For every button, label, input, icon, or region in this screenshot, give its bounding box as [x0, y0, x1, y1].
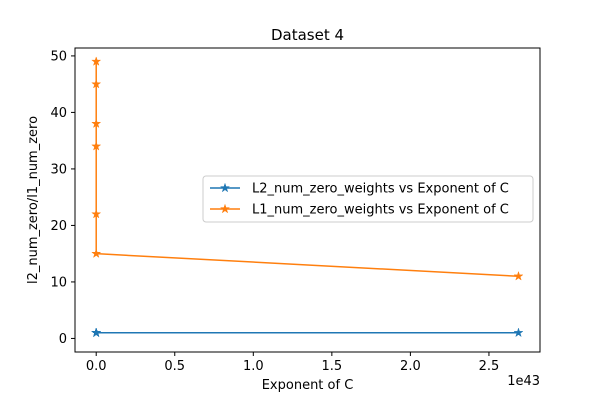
y-tick-label: 40 [50, 106, 67, 121]
legend-label-2: L1_num_zero_weights vs Exponent of C [252, 203, 509, 218]
ticks-layer: 0.0 0.5 1.0 1.5 2.0 2.5 0 10 20 30 40 50 [50, 49, 499, 374]
y-tick-label: 30 [50, 162, 67, 177]
plot-frame [74, 47, 541, 353]
x-tick-label: 2.0 [400, 359, 421, 374]
x-tick-label: 2.5 [479, 359, 500, 374]
series-layer [91, 56, 524, 338]
data-point-marker [91, 118, 102, 129]
data-point-marker [513, 327, 524, 338]
legend-box [202, 175, 534, 223]
legend-label-1: L2_num_zero_weights vs Exponent of C [252, 182, 509, 197]
y-axis-label: l2_num_zero/l1_num_zero [26, 116, 41, 284]
x-tick-label: 0.5 [164, 359, 185, 374]
legend-marker-2 [219, 203, 231, 214]
x-tick-label: 1.5 [322, 359, 343, 374]
legend: L2_num_zero_weights vs Exponent of C L1_n… [202, 175, 534, 223]
data-point-marker [91, 248, 102, 259]
data-point-marker [513, 270, 524, 281]
x-tick-label: 1.0 [243, 359, 264, 374]
legend-marker-1 [219, 182, 231, 193]
x-tick-label: 0.0 [86, 359, 107, 374]
legend-entries: L2_num_zero_weights vs Exponent of C L1_n… [210, 182, 509, 218]
y-tick-label: 20 [50, 219, 67, 234]
y-tick-label: 50 [50, 49, 67, 64]
data-point-marker [91, 327, 102, 338]
y-tick-label: 0 [59, 332, 67, 347]
data-point-marker [91, 208, 102, 219]
data-point-marker [91, 78, 102, 89]
y-tick-label: 10 [50, 275, 67, 290]
data-point-marker [91, 140, 102, 151]
data-point-marker [91, 56, 102, 66]
x-axis-label: Exponent of C [262, 378, 354, 393]
chart-title: Dataset 4 [271, 26, 344, 44]
x-axis-offset-label: 1e43 [507, 374, 540, 389]
